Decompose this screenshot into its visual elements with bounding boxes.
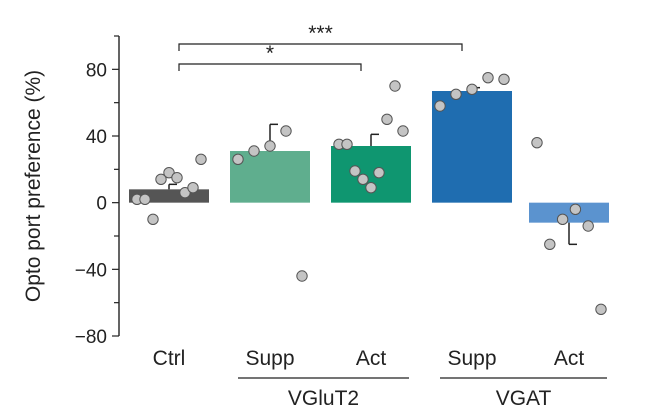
- category-label: Supp: [245, 347, 294, 370]
- data-point: [195, 153, 207, 166]
- bar: [529, 202, 609, 223]
- significance-label: ***: [308, 22, 333, 45]
- data-point: [531, 136, 543, 149]
- category-label: Ctrl: [153, 347, 186, 370]
- group-label: VGAT: [496, 387, 552, 410]
- significance-bracket: [178, 63, 362, 71]
- group-label: VGluT2: [288, 387, 359, 410]
- data-point: [139, 193, 151, 206]
- data-point: [389, 80, 401, 92]
- data-point: [544, 238, 556, 251]
- data-point: [450, 88, 462, 101]
- data-point: [163, 166, 175, 179]
- category-label: Act: [356, 347, 387, 370]
- data-point: [248, 145, 260, 157]
- bars: [129, 86, 609, 246]
- data-point: [397, 125, 409, 137]
- data-point: [434, 100, 446, 112]
- category-label: Act: [554, 347, 585, 370]
- data-point: [179, 186, 191, 199]
- data-point: [155, 173, 167, 186]
- y-tick-label: −40: [75, 260, 107, 281]
- data-point: [341, 138, 353, 151]
- y-axis: −80 −40 0 40 80: [75, 35, 120, 348]
- data-point: [357, 173, 369, 186]
- data-point: [187, 181, 199, 194]
- data-point: [264, 140, 276, 152]
- data-points: [131, 71, 607, 316]
- data-point: [171, 171, 183, 184]
- data-point: [349, 165, 361, 177]
- data-point: [582, 220, 594, 232]
- data-point: [381, 113, 393, 126]
- bar: [432, 91, 512, 203]
- data-point: [498, 73, 510, 86]
- data-point: [373, 166, 385, 179]
- data-point: [365, 181, 377, 194]
- data-point: [569, 203, 582, 216]
- category-label: Supp: [447, 347, 496, 370]
- y-axis-label: Opto port preference (%): [22, 70, 45, 302]
- y-tick-label: −80: [75, 327, 107, 348]
- data-point: [147, 213, 159, 226]
- data-point: [296, 270, 308, 282]
- y-tick-label: 40: [86, 127, 107, 148]
- significance-bracket: [178, 43, 463, 51]
- significance-label: *: [266, 42, 274, 65]
- data-point: [595, 303, 607, 316]
- data-point: [482, 71, 494, 84]
- category-labels: Ctrl Supp Act Supp Act VGluT2 VGAT: [153, 347, 607, 410]
- data-point: [556, 213, 569, 226]
- data-point: [280, 125, 292, 137]
- y-tick-label: 80: [86, 60, 107, 81]
- y-tick-label: 0: [96, 194, 107, 215]
- bar: [331, 146, 411, 203]
- significance-brackets: ****: [178, 22, 463, 71]
- data-point: [232, 153, 244, 166]
- data-point: [466, 83, 478, 96]
